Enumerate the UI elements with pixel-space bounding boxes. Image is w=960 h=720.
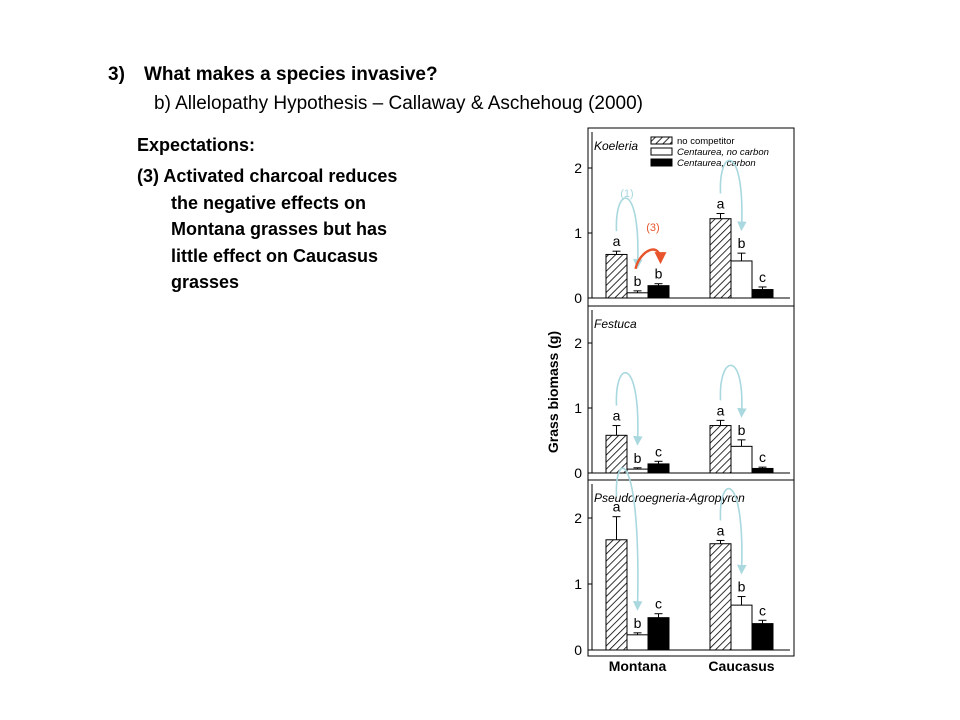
expectation-line: (3) Activated charcoal reduces — [137, 166, 398, 186]
heading-number: 3) — [108, 64, 125, 85]
legend-swatch — [650, 158, 673, 167]
y-tick-label: 2 — [574, 510, 582, 526]
legend-swatch — [650, 147, 673, 156]
panel-title: Pseudoroegneria-Agropyron — [594, 491, 745, 505]
significance-letter: b — [655, 266, 663, 282]
expectations-list: (3) Activated charcoal reduces the negat… — [137, 163, 397, 296]
significance-letter: c — [759, 449, 766, 465]
comparison-arrow — [719, 159, 747, 232]
significance-letter: b — [634, 450, 642, 466]
significance-letter: a — [717, 196, 725, 212]
panel-title: Festuca — [594, 317, 637, 331]
expectations-title: Expectations: — [137, 135, 256, 155]
carbon-effect-arrow — [634, 248, 667, 270]
comparison-arrow — [719, 364, 747, 418]
significance-letter: a — [613, 408, 621, 424]
bar-carbon — [751, 467, 774, 474]
significance-letter: a — [717, 522, 725, 538]
significance-letter: c — [655, 443, 662, 459]
bar-carbon — [647, 285, 670, 299]
y-tick-label: 0 — [574, 290, 582, 306]
significance-letter: b — [634, 273, 642, 289]
bar-no-competitor — [709, 425, 732, 474]
significance-letter: c — [759, 602, 766, 618]
bar-carbon — [647, 617, 670, 651]
legend-label: no competitor — [677, 136, 735, 147]
slide-heading: 3) What makes a species invasive? — [108, 64, 438, 86]
y-tick-label: 0 — [574, 642, 582, 658]
significance-letter: a — [717, 402, 725, 418]
bar-no-carbon — [626, 468, 649, 474]
bar-carbon — [751, 623, 774, 651]
significance-letter: a — [613, 233, 621, 249]
bar-no-competitor — [605, 253, 628, 299]
y-tick-label: 2 — [574, 160, 582, 176]
bar-no-carbon — [730, 260, 753, 299]
category-label: Montana — [609, 658, 667, 674]
annotation-label: (3) — [646, 222, 659, 234]
comparison-arrow — [615, 372, 643, 446]
significance-letter: b — [738, 579, 746, 595]
y-tick-label: 1 — [574, 225, 582, 241]
bar-carbon — [751, 289, 774, 299]
comparison-arrow — [615, 197, 643, 269]
y-axis-label: Grass biomass (g) — [545, 331, 561, 453]
significance-letter: c — [759, 269, 766, 285]
y-tick-label: 0 — [574, 465, 582, 481]
bar-no-carbon — [730, 445, 753, 474]
legend-label: Centaurea, no carbon — [677, 147, 769, 158]
expectation-line: little effect on Caucasus — [171, 245, 379, 266]
significance-letter: b — [738, 235, 746, 251]
slide-subheading: b) Allelopathy Hypothesis – Callaway & A… — [154, 93, 644, 114]
bar-no-competitor — [605, 434, 628, 474]
bar-no-carbon — [626, 634, 649, 651]
expectation-line: grasses — [171, 272, 240, 292]
y-tick-label: 2 — [574, 335, 582, 351]
legend-swatch — [650, 136, 673, 145]
expectation-line: Montana grasses but has — [171, 219, 388, 239]
y-tick-label: 1 — [574, 400, 582, 416]
significance-letter: b — [738, 422, 746, 438]
bar-no-carbon — [730, 604, 753, 651]
bar-no-carbon — [626, 292, 649, 299]
comparison-arrow — [719, 487, 747, 575]
bar-no-competitor — [709, 218, 732, 299]
panel-title: Koeleria — [594, 139, 638, 153]
category-label: Caucasus — [708, 658, 774, 674]
bar-no-competitor — [709, 543, 732, 651]
bar-no-competitor — [605, 539, 628, 651]
expectation-line: the negative effects on — [171, 192, 367, 213]
legend-label: Centaurea, carbon — [677, 158, 756, 169]
significance-letter: a — [613, 499, 621, 515]
comparison-arrow — [615, 467, 643, 611]
significance-letter: c — [655, 596, 662, 612]
bar-carbon — [647, 463, 670, 474]
heading-text: What makes a species invasive? — [144, 64, 438, 85]
significance-letter: b — [634, 615, 642, 631]
annotation-label: (1) — [620, 188, 633, 200]
y-tick-label: 1 — [574, 576, 582, 592]
